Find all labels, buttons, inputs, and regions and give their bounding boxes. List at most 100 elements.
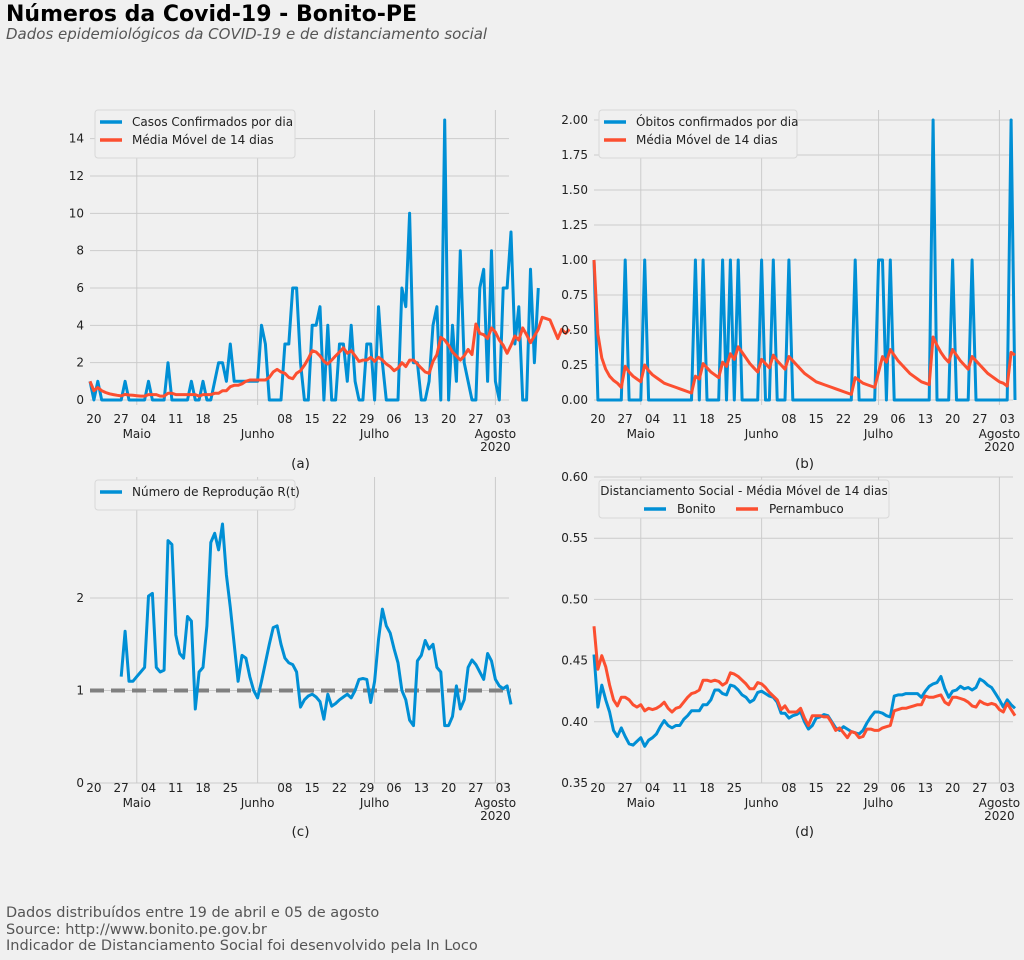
x-day-label: 20	[590, 412, 605, 426]
x-day-label: 27	[972, 781, 987, 795]
x-day-label: 08	[781, 781, 796, 795]
x-day-label: 25	[223, 412, 238, 426]
page-subtitle: Dados epidemiológicos da COVID-19 e de d…	[6, 25, 488, 43]
legend-box	[598, 479, 890, 519]
x-day-label: 15	[809, 781, 824, 795]
y-tick-label: 0.35	[561, 776, 588, 790]
page-title: Números da Covid-19 - Bonito-PE	[6, 2, 417, 27]
chart-caption: (a)	[291, 456, 310, 472]
x-day-label: 18	[699, 412, 714, 426]
series-line-0	[88, 118, 540, 402]
x-month-label: Julho	[863, 427, 893, 441]
x-month-label: Julho	[359, 796, 389, 810]
x-month-label: Julho	[359, 427, 389, 441]
legend-label: Média Móvel de 14 dias	[636, 133, 778, 147]
x-day-label: 15	[305, 781, 320, 795]
y-tick-label: 0.55	[561, 531, 588, 545]
y-tick-label: 1.00	[561, 253, 588, 267]
x-month-label: Maio	[123, 427, 151, 441]
x-month-label: Maio	[627, 796, 655, 810]
x-day-label: 18	[195, 781, 210, 795]
x-day-label: 03	[1000, 412, 1015, 426]
y-tick-label: 14	[69, 132, 84, 146]
y-tick-label: 4	[76, 318, 84, 332]
series-line-0	[592, 118, 1017, 402]
x-day-label: 06	[890, 781, 905, 795]
y-tick-label: 8	[76, 244, 84, 258]
x-day-label: 20	[945, 412, 960, 426]
x-month-label: Junho	[744, 796, 779, 810]
y-tick-label: 1.25	[561, 218, 588, 232]
x-day-label: 27	[618, 412, 633, 426]
chart-caption: (d)	[795, 824, 814, 840]
x-month-label: Agosto	[979, 796, 1020, 810]
x-day-label: 27	[618, 781, 633, 795]
legend-box	[94, 109, 296, 159]
legend-label: Bonito	[677, 502, 716, 516]
y-tick-label: 10	[69, 206, 84, 220]
x-day-label: 22	[836, 412, 851, 426]
x-day-label: 20	[86, 412, 101, 426]
x-day-label: 18	[195, 412, 210, 426]
x-day-label: 22	[332, 781, 347, 795]
x-day-label: 27	[468, 412, 483, 426]
x-day-label: 08	[277, 781, 292, 795]
y-tick-label: 0.50	[561, 592, 588, 606]
x-day-label: 03	[496, 412, 511, 426]
x-month-label: Maio	[123, 796, 151, 810]
x-month-label: Junho	[240, 796, 275, 810]
legend-box	[598, 109, 798, 159]
x-month-label: Junho	[744, 427, 779, 441]
y-tick-label: 2.00	[561, 113, 588, 127]
x-day-label: 20	[441, 781, 456, 795]
x-day-label: 13	[918, 412, 933, 426]
y-tick-label: 0	[76, 393, 84, 407]
y-tick-label: 0.60	[561, 470, 588, 484]
x-day-label: 13	[918, 781, 933, 795]
y-tick-label: 0.25	[561, 358, 588, 372]
series-line-0	[119, 522, 513, 728]
x-month-label: 2020	[984, 440, 1015, 454]
legend-box	[94, 479, 296, 511]
x-day-label: 13	[414, 781, 429, 795]
x-day-label: 20	[590, 781, 605, 795]
x-day-label: 22	[836, 781, 851, 795]
x-month-label: 2020	[480, 440, 511, 454]
x-day-label: 29	[863, 781, 878, 795]
legend-label: Média Móvel de 14 dias	[132, 133, 274, 147]
x-month-label: Junho	[240, 427, 275, 441]
x-day-label: 04	[645, 781, 660, 795]
x-day-label: 27	[114, 412, 129, 426]
x-day-label: 13	[414, 412, 429, 426]
x-day-label: 08	[277, 412, 292, 426]
x-day-label: 06	[890, 412, 905, 426]
x-day-label: 06	[386, 412, 401, 426]
x-day-label: 11	[672, 781, 687, 795]
x-day-label: 06	[386, 781, 401, 795]
y-tick-label: 0.50	[561, 323, 588, 337]
chart-b: 0.00 0.25 0.50 0.75 1.00 1.25 1.50 1.75 2.00 Maio…	[561, 109, 1020, 472]
x-day-label: 18	[699, 781, 714, 795]
x-day-label: 04	[141, 412, 156, 426]
y-tick-label: 0.40	[561, 715, 588, 729]
x-day-label: 20	[945, 781, 960, 795]
x-month-label: 2020	[480, 809, 511, 823]
x-day-label: 20	[86, 781, 101, 795]
legend-title: Distanciamento Social - Média Móvel de 1…	[600, 484, 888, 498]
y-tick-label: 2	[76, 591, 84, 605]
x-month-label: 2020	[984, 809, 1015, 823]
x-month-label: Agosto	[979, 427, 1020, 441]
y-tick-label: 1.75	[561, 148, 588, 162]
series-line-1	[88, 315, 571, 398]
chart-caption: (c)	[292, 824, 310, 840]
series-line-1	[592, 259, 1016, 396]
footer-line-dates: Dados distribuídos entre 19 de abril e 0…	[6, 905, 380, 921]
y-tick-label: 0	[76, 776, 84, 790]
legend-label: Número de Reprodução R(t)	[132, 485, 300, 499]
x-day-label: 27	[114, 781, 129, 795]
legend-label: Casos Confirmados por dia	[132, 115, 293, 129]
y-tick-label: 0.00	[561, 393, 588, 407]
y-tick-label: 6	[76, 281, 84, 295]
x-day-label: 25	[727, 412, 742, 426]
